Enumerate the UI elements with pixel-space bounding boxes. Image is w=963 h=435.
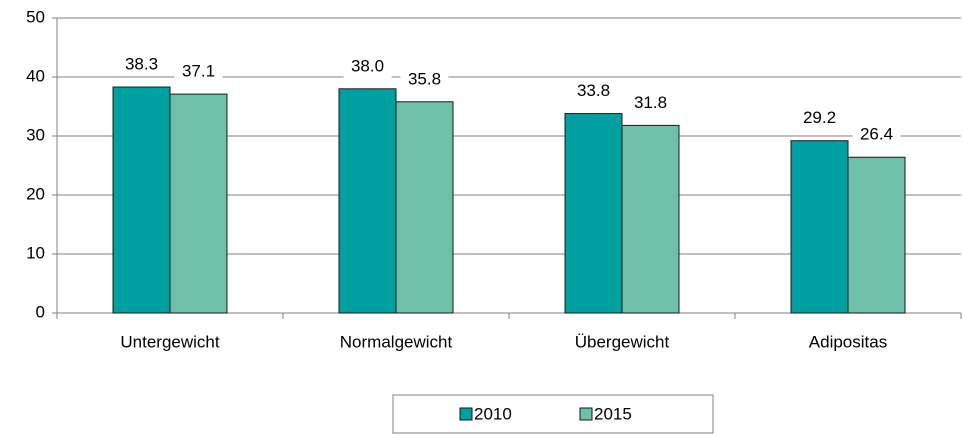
- label-bg: [343, 55, 392, 78]
- label-bg: [852, 124, 901, 147]
- label-bg: [795, 107, 844, 130]
- bar: [395, 101, 454, 314]
- value-label: 26.4: [860, 125, 893, 144]
- value-label: 37.1: [182, 62, 215, 81]
- legend-swatch: [579, 407, 593, 421]
- bar: [112, 86, 171, 314]
- legend-swatch: [459, 407, 473, 421]
- value-label: 33.8: [577, 81, 610, 100]
- value-label: 38.3: [125, 55, 158, 74]
- label-bg: [174, 61, 223, 84]
- label-bg: [400, 68, 449, 91]
- bar: [169, 93, 228, 314]
- x-tick-label: Adipositas: [809, 332, 887, 351]
- x-tick-label: Normalgewicht: [340, 332, 453, 351]
- value-label: 29.2: [803, 108, 836, 127]
- label-bg: [626, 92, 675, 115]
- x-tick-label: Untergewicht: [120, 332, 219, 351]
- y-tick-label: 0: [36, 302, 45, 321]
- bar: [847, 156, 906, 314]
- y-tick-label: 50: [26, 7, 45, 26]
- legend-label: 2015: [594, 404, 632, 423]
- value-label: 38.0: [351, 56, 384, 75]
- value-label: 35.8: [408, 69, 441, 88]
- bar: [790, 140, 849, 314]
- bar: [564, 113, 623, 314]
- y-tick-label: 40: [26, 66, 45, 85]
- x-tick-label: Übergewicht: [575, 332, 670, 351]
- bar: [621, 124, 680, 314]
- value-label: 31.8: [634, 93, 667, 112]
- label-bg: [117, 54, 166, 77]
- y-tick-label: 10: [26, 243, 45, 262]
- bar: [338, 88, 397, 314]
- y-tick-label: 20: [26, 184, 45, 203]
- legend-label: 2010: [474, 404, 512, 423]
- legend-box: [392, 394, 714, 434]
- y-tick-label: 30: [26, 125, 45, 144]
- label-bg: [569, 80, 618, 103]
